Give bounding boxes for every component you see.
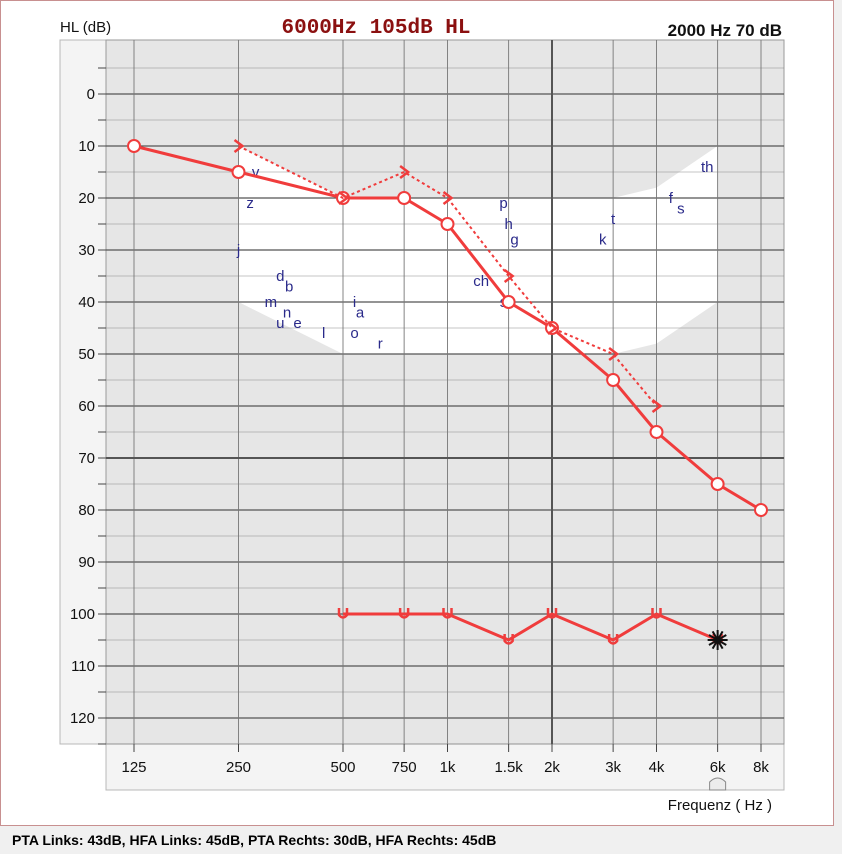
data-point[interactable] xyxy=(754,503,768,517)
data-point[interactable] xyxy=(338,191,350,205)
data-point[interactable] xyxy=(337,608,349,619)
data-point[interactable] xyxy=(503,268,515,284)
data-point[interactable] xyxy=(399,165,411,179)
hover-readout: 2000 Hz 70 dB xyxy=(668,21,782,40)
y-tick-label: 70 xyxy=(78,450,95,467)
frequency-slider-thumb[interactable] xyxy=(709,777,727,791)
data-point[interactable] xyxy=(606,373,621,387)
series-1 xyxy=(233,139,663,413)
x-tick-label: 3k xyxy=(605,759,621,776)
phoneme-label: l xyxy=(322,325,325,342)
x-tick-label: 250 xyxy=(226,759,251,776)
phoneme-label: t xyxy=(611,211,616,228)
phoneme-labels: vzjdbmnueliaorphgchsktfsth xyxy=(236,159,714,353)
y-tick-label: 40 xyxy=(78,294,95,311)
x-tick-label: 8k xyxy=(753,759,769,776)
data-point[interactable] xyxy=(233,139,245,153)
cursor-ray xyxy=(708,634,727,646)
y-tick-label: 100 xyxy=(70,606,95,623)
cursor-readout: 6000Hz 105dB HL xyxy=(281,17,470,40)
y-tick-label: 30 xyxy=(78,242,95,259)
phoneme-label: r xyxy=(378,336,383,353)
x-tick-label: 500 xyxy=(330,759,355,776)
audiogram-chart[interactable]: vzjdbmnueliaorphgchsktfsth 0102030405060… xyxy=(0,0,842,826)
grid xyxy=(106,40,784,745)
x-tick-label: 125 xyxy=(121,759,146,776)
x-axis-label: Frequenz ( Hz ) xyxy=(668,797,772,814)
y-tick-label: 20 xyxy=(78,190,95,207)
phoneme-label: h xyxy=(504,216,512,233)
y-axis-label: HL (dB) xyxy=(60,19,111,36)
plot-area xyxy=(105,39,785,745)
data-point[interactable] xyxy=(501,295,516,309)
data-point[interactable] xyxy=(651,399,663,413)
phoneme-label: u xyxy=(276,315,284,332)
data-point[interactable] xyxy=(710,477,725,491)
data-point[interactable] xyxy=(442,608,453,619)
data-point[interactable] xyxy=(651,608,662,619)
series-line xyxy=(343,612,719,642)
data-point[interactable] xyxy=(398,608,410,619)
data-point[interactable] xyxy=(442,191,454,205)
x-tick-label: 1.5k xyxy=(494,759,523,776)
phoneme-label: f xyxy=(669,190,674,207)
data-point[interactable] xyxy=(547,321,559,335)
phoneme-label: m xyxy=(265,294,278,311)
phoneme-label: v xyxy=(252,164,260,181)
x-tick-label: 2k xyxy=(544,759,560,776)
y-tick-label: 80 xyxy=(78,502,95,519)
phoneme-label: g xyxy=(510,232,518,249)
phoneme-label: b xyxy=(285,278,293,295)
data-point[interactable] xyxy=(397,191,412,205)
phoneme-label: n xyxy=(283,304,291,321)
phoneme-label: a xyxy=(356,304,365,321)
phoneme-label: k xyxy=(599,232,607,249)
y-axis-panel xyxy=(59,39,107,745)
y-tick-label: 50 xyxy=(78,346,95,363)
y-tick-label: 10 xyxy=(78,138,95,155)
phoneme-label: i xyxy=(353,294,356,311)
series-2 xyxy=(337,608,723,645)
data-point[interactable] xyxy=(127,139,141,153)
phoneme-label: z xyxy=(246,195,254,212)
y-tick-label: 0 xyxy=(87,86,95,103)
axes: 0 10 20 30 40 50 60 70 80 90 100 110 120 125 250 500 750… xyxy=(70,67,769,791)
phoneme-label: p xyxy=(499,195,507,212)
y-tick-label: 120 xyxy=(70,710,95,727)
x-tick-label: 1k xyxy=(440,759,456,776)
phoneme-label: d xyxy=(276,268,284,285)
x-tick-label: 4k xyxy=(649,759,665,776)
x-tick-label: 6k xyxy=(710,759,726,776)
series xyxy=(127,139,768,650)
phoneme-label: s xyxy=(677,200,685,217)
data-point[interactable] xyxy=(231,165,246,179)
y-tick-label: 110 xyxy=(71,658,95,675)
data-point[interactable] xyxy=(503,634,514,645)
y-tick-label: 60 xyxy=(78,398,95,415)
y-tick-label: 90 xyxy=(78,554,95,571)
phoneme-label: e xyxy=(293,315,301,332)
data-point[interactable] xyxy=(649,425,664,439)
data-point[interactable] xyxy=(607,634,619,645)
phoneme-label: th xyxy=(701,159,714,176)
phoneme-label: j xyxy=(236,242,240,259)
series-0 xyxy=(127,139,768,517)
phoneme-label: ch xyxy=(473,273,489,290)
data-point[interactable] xyxy=(440,217,455,231)
x-tick-label: 750 xyxy=(392,759,417,776)
series-line xyxy=(238,145,658,407)
summary-footer: PTA Links: 43dB, HFA Links: 45dB, PTA Re… xyxy=(12,832,497,848)
data-point[interactable] xyxy=(608,347,620,361)
cursor-marker-icon xyxy=(707,630,728,650)
data-point[interactable] xyxy=(546,608,558,619)
phoneme-label: o xyxy=(350,325,358,342)
